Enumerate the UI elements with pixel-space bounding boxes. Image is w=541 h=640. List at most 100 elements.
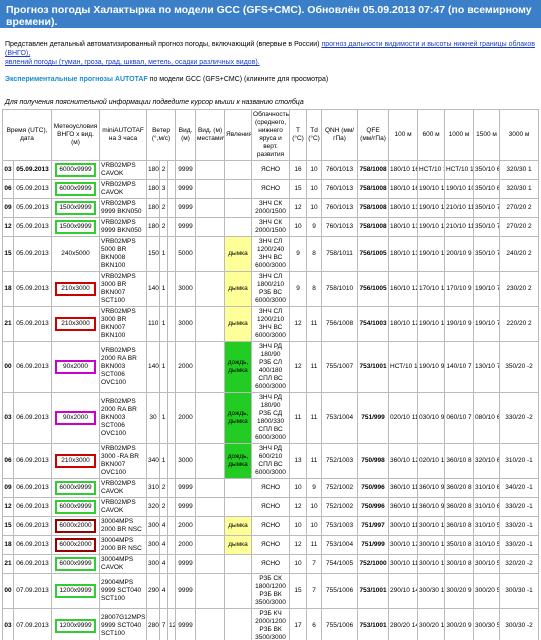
table-cell: 11 [306, 392, 323, 444]
table-cell [167, 271, 177, 307]
table-cell: 5000 [175, 236, 197, 272]
table-cell [195, 179, 226, 199]
column-header[interactable]: 1000 м [444, 109, 475, 161]
table-cell [224, 217, 253, 237]
column-header[interactable]: 3000 м [499, 109, 540, 161]
intro: Представлен детальный автоматизированный… [5, 41, 320, 48]
cell-line: 30004MPS [101, 518, 134, 525]
table-cell: ЯСНО [251, 497, 291, 517]
table-cell: 03 [2, 608, 14, 640]
table-cell [195, 198, 226, 218]
column-header[interactable]: Ветер (°,м/с) [146, 109, 177, 161]
table-cell: 30 [146, 392, 161, 444]
table-cell: 751/997 [357, 516, 390, 536]
cell-line: 30004MPS [101, 537, 134, 544]
table-cell: 00 [2, 341, 14, 393]
table-cell: 210x3000 [51, 443, 101, 479]
table-cell: 6000x9999 [51, 160, 101, 180]
table-cell: 760/1013 [321, 198, 359, 218]
cell-line: OVC100 [101, 469, 126, 476]
table-cell: 300/30 -1 [499, 573, 540, 609]
table-cell: 755/1006 [321, 608, 359, 640]
cell-line: ЗНЧ ВС [258, 254, 283, 261]
cell-line: 9999 SCT040 [101, 587, 142, 594]
table-cell: 11 [306, 341, 323, 393]
table-cell: VRB02MPS 3000 BR BKN007 BKN100 [99, 306, 148, 342]
visibility-box: 90x2000 [55, 360, 97, 374]
column-header[interactable]: QFE (мм/гПа) [357, 109, 390, 161]
column-header[interactable]: Время (UTC), дата [1, 109, 53, 161]
cell-line: 9999 BKN050 [101, 227, 142, 234]
cell-line: VRB02MPS [101, 445, 136, 452]
table-cell: 2 [159, 217, 169, 237]
column-header[interactable]: Облачность (среднего, нижнего яруса и ве… [251, 109, 291, 161]
table-cell: 05.09.2013 [12, 271, 53, 307]
column-header[interactable]: Явления [224, 109, 253, 161]
table-cell [195, 535, 226, 555]
table-cell: 750/996 [357, 478, 390, 498]
table-cell: 10 [289, 554, 308, 574]
table-cell: 06.09.2013 [12, 497, 53, 517]
table-cell: 15 [2, 516, 14, 536]
table-cell: 1 [159, 392, 169, 444]
column-header[interactable]: 600 м [417, 109, 446, 161]
column-header[interactable]: Метеоусловия ВНГО х вид. (м) [51, 109, 101, 161]
cell-line: 2000 RA BR [101, 406, 137, 413]
table-cell: РЗБ КЧ 2000/1200 РЗБ ВК 3500/3000 [251, 608, 291, 640]
cell-line: 2000/1500 [255, 208, 286, 215]
table-cell: 7 [159, 608, 169, 640]
table-cell: 12 [289, 535, 308, 555]
visibility-box: 210x3000 [55, 317, 97, 331]
column-header[interactable]: 1500 м [473, 109, 501, 161]
cell-line: 3000 BR [101, 281, 127, 288]
column-header[interactable]: Td (°C) [306, 109, 323, 161]
table-cell: 06.09.2013 [12, 392, 53, 444]
table-cell: ЯСНО [251, 179, 291, 199]
table-row: 09 06.09.2013 6000x9999 VRB02MPS CAVOK 310 2 99… [2, 478, 540, 498]
table-cell: 10 [306, 160, 323, 180]
cell-line: VRB02MPS [101, 181, 136, 188]
table-cell: 9999 [175, 497, 197, 517]
table-cell: 1500x9999 [51, 198, 101, 218]
table-cell: 30004MPS 2000 BR NSC [99, 516, 148, 536]
table-cell: 753/1001 [357, 608, 390, 640]
column-header[interactable]: T (°C) [289, 109, 308, 161]
table-cell: 9999 [175, 554, 197, 574]
exp-link[interactable]: Экспериментальные прогнозы AUTOTAF [5, 76, 148, 83]
cell-line: ЗНЧ РД [259, 394, 283, 401]
cell-line: VRB02MPS [101, 398, 136, 405]
table-cell: 1 [159, 443, 169, 479]
table-row: 18 05.09.2013 210x3000 VRB02MPS 3000 BR BKN00… [2, 271, 540, 307]
visibility-box: 6000x9999 [55, 163, 97, 177]
table-cell: 210/10 11 [444, 198, 475, 218]
table-cell: 6000x2000 [51, 535, 101, 555]
intro-link[interactable]: прогноз дальности видимости и высоты ниж… [5, 41, 535, 57]
cell-line: 6000/3000 [255, 434, 286, 441]
table-cell: 9999 [175, 573, 197, 609]
table-cell: ЗНЧ СЛ 1200/240 ЗНЧ ВС 6000/3000 [251, 236, 291, 272]
table-cell: 90x2000 [51, 392, 101, 444]
cell-line: VRB02MPS [101, 499, 136, 506]
table-cell [195, 217, 226, 237]
table-cell: 753/1001 [357, 573, 390, 609]
table-row: 12 05.09.2013 1500x9999 VRB02MPS 9999 BKN050… [2, 217, 540, 237]
table-cell: 2000 [175, 392, 197, 444]
table-cell [224, 478, 253, 498]
column-header[interactable]: 100 м [388, 109, 419, 161]
cell-line: CAVOK [101, 507, 124, 514]
table-row: 00 06.09.2013 90x2000 VRB02MPS 2000 RA BR BKN… [2, 341, 540, 393]
column-header[interactable]: Вид. (м) местами* [195, 109, 226, 161]
table-cell: дымка [224, 271, 253, 307]
table-cell: 05.09.2013 [12, 306, 53, 342]
column-header[interactable]: Вид. (м) [175, 109, 197, 161]
table-cell: 350/10 6 [473, 179, 501, 199]
cell-line: РЗБ ВК [259, 591, 282, 598]
intro-link-2[interactable]: явлений погоды (туман, гроза, град, шква… [5, 59, 260, 66]
column-header[interactable]: miniAUTOTAF на 3 часа [99, 109, 148, 161]
column-header[interactable]: QNH (мм/гПа) [321, 109, 359, 161]
table-cell: 180 [146, 179, 161, 199]
table-cell: 330/20 -1 [499, 535, 540, 555]
table-cell: дымка [224, 535, 253, 555]
table-cell: 10 [306, 516, 323, 536]
